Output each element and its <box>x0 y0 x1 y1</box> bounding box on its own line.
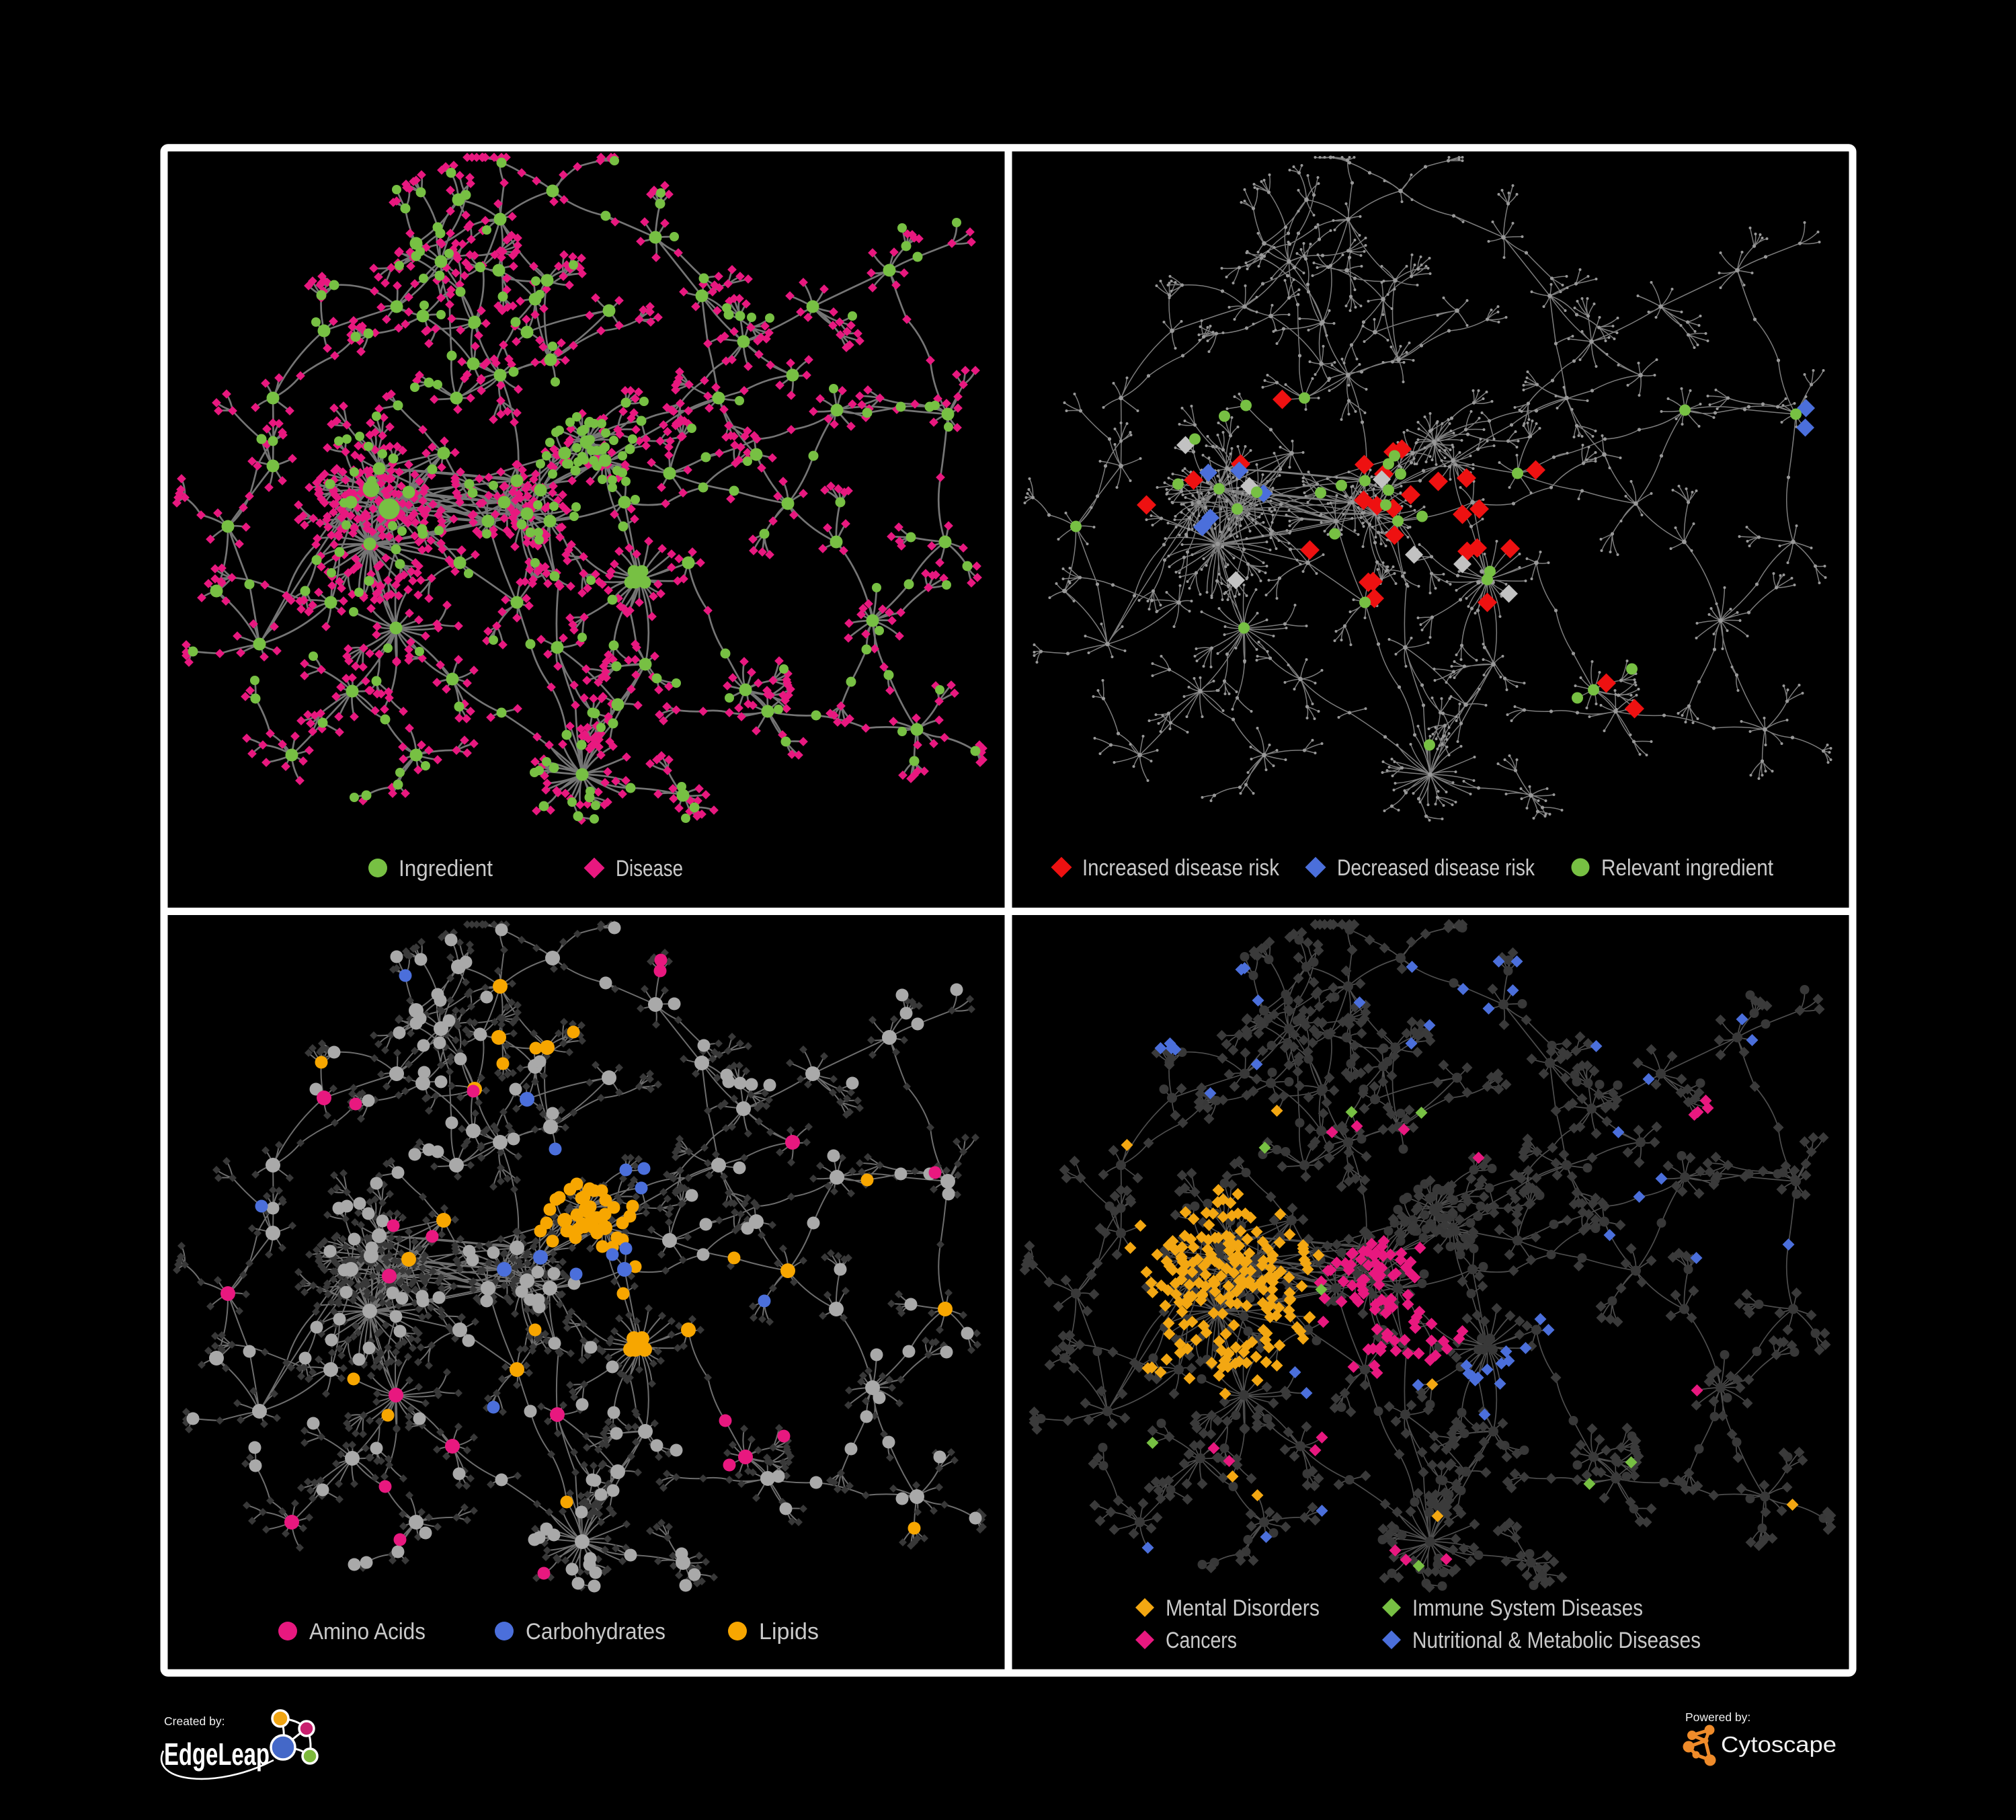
svg-text:Cancers: Cancers <box>1166 1628 1237 1653</box>
svg-text:Carbohydrates: Carbohydrates <box>526 1619 666 1645</box>
svg-text:Mental Disorders: Mental Disorders <box>1166 1595 1320 1621</box>
svg-text:Increased disease risk: Increased disease risk <box>1082 855 1280 881</box>
svg-text:Immune System Diseases: Immune System Diseases <box>1412 1595 1643 1621</box>
svg-text:Cytoscape: Cytoscape <box>1721 1732 1837 1757</box>
svg-text:Amino Acids: Amino Acids <box>309 1619 426 1645</box>
svg-text:Powered by:: Powered by: <box>1685 1710 1750 1724</box>
svg-text:EdgeLeap: EdgeLeap <box>164 1737 270 1772</box>
svg-text:Disease: Disease <box>616 856 683 881</box>
svg-text:Nutritional & Metabolic Diseas: Nutritional & Metabolic Diseases <box>1412 1628 1701 1653</box>
svg-text:Created by:: Created by: <box>164 1714 225 1728</box>
svg-text:Relevant ingredient: Relevant ingredient <box>1601 855 1773 881</box>
svg-text:Decreased disease risk: Decreased disease risk <box>1337 855 1535 881</box>
svg-text:Ingredient: Ingredient <box>399 856 493 881</box>
svg-text:Lipids: Lipids <box>759 1619 819 1645</box>
